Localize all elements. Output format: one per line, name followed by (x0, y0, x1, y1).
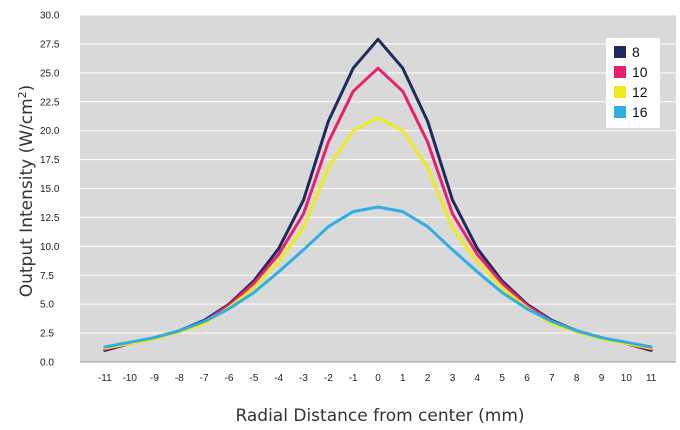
y-tick-label: 30.0 (40, 11, 60, 22)
legend-swatch (614, 106, 626, 118)
x-tick-label: -3 (299, 373, 308, 384)
y-tick-label: 17.5 (40, 155, 60, 166)
x-tick-label: 4 (475, 373, 481, 384)
legend-swatch (614, 86, 626, 98)
gridlines (80, 14, 676, 363)
series-line-12 (103, 116, 653, 350)
x-tick-label: -2 (324, 373, 333, 384)
y-tick-label: 7.5 (40, 271, 54, 282)
legend-label: 8 (632, 44, 640, 60)
series-lines (103, 37, 653, 352)
y-tick-label: 2.5 (40, 329, 54, 340)
x-axis-title: Radial Distance from center (mm) (235, 406, 524, 426)
y-tick-label: 22.5 (40, 97, 60, 108)
legend-label: 10 (632, 64, 648, 80)
y-tick-label: 15.0 (40, 184, 60, 195)
x-tick-label: -10 (122, 373, 137, 384)
series-line-16 (103, 205, 653, 349)
x-tick-label: 8 (574, 373, 580, 384)
x-tick-label: -1 (349, 373, 358, 384)
y-tick-label: 5.0 (40, 300, 54, 311)
x-tick-label: -5 (249, 373, 258, 384)
legend-swatch (614, 66, 626, 78)
x-tick-label: -6 (225, 373, 234, 384)
x-tick-label: 3 (450, 373, 456, 384)
x-tick-labels: -11 -10 -9 -8 -7 -6 -5 -4 -3 -2 -1 0 1 2 3 4 5 6 7 8 9 10 11 (98, 373, 657, 384)
x-tick-label: -8 (175, 373, 184, 384)
y-tick-labels: 0.0 2.5 5.0 7.5 10.0 12.5 15.0 17.5 20.0 22.5 25.0… (40, 11, 60, 369)
x-tick-label: 7 (549, 373, 555, 384)
y-tick-label: 25.0 (40, 68, 60, 79)
x-tick-label: -11 (98, 373, 112, 384)
x-tick-label: -9 (150, 373, 159, 384)
y-tick-label: 20.0 (40, 126, 60, 137)
y-tick-label: 27.5 (40, 39, 60, 50)
x-tick-label: -4 (274, 373, 283, 384)
x-tick-label: 0 (375, 373, 381, 384)
legend-label: 16 (632, 104, 648, 120)
legend: 8 10 12 16 (606, 38, 660, 128)
x-tick-label: 2 (425, 373, 431, 384)
y-axis-title: Output Intensity (W/cm2) (16, 85, 37, 298)
x-tick-label: 6 (524, 373, 530, 384)
y-tick-label: 0.0 (40, 358, 54, 369)
x-tick-label: 5 (499, 373, 505, 384)
y-tick-label: 10.0 (40, 242, 60, 253)
x-tick-label: 1 (400, 373, 406, 384)
x-tick-label: 11 (646, 373, 657, 384)
y-tick-label: 12.5 (40, 213, 60, 224)
legend-swatch (614, 46, 626, 58)
x-tick-label: 9 (599, 373, 605, 384)
legend-label: 12 (632, 84, 648, 100)
x-tick-label: -7 (200, 373, 209, 384)
x-tick-label: 10 (621, 373, 633, 384)
